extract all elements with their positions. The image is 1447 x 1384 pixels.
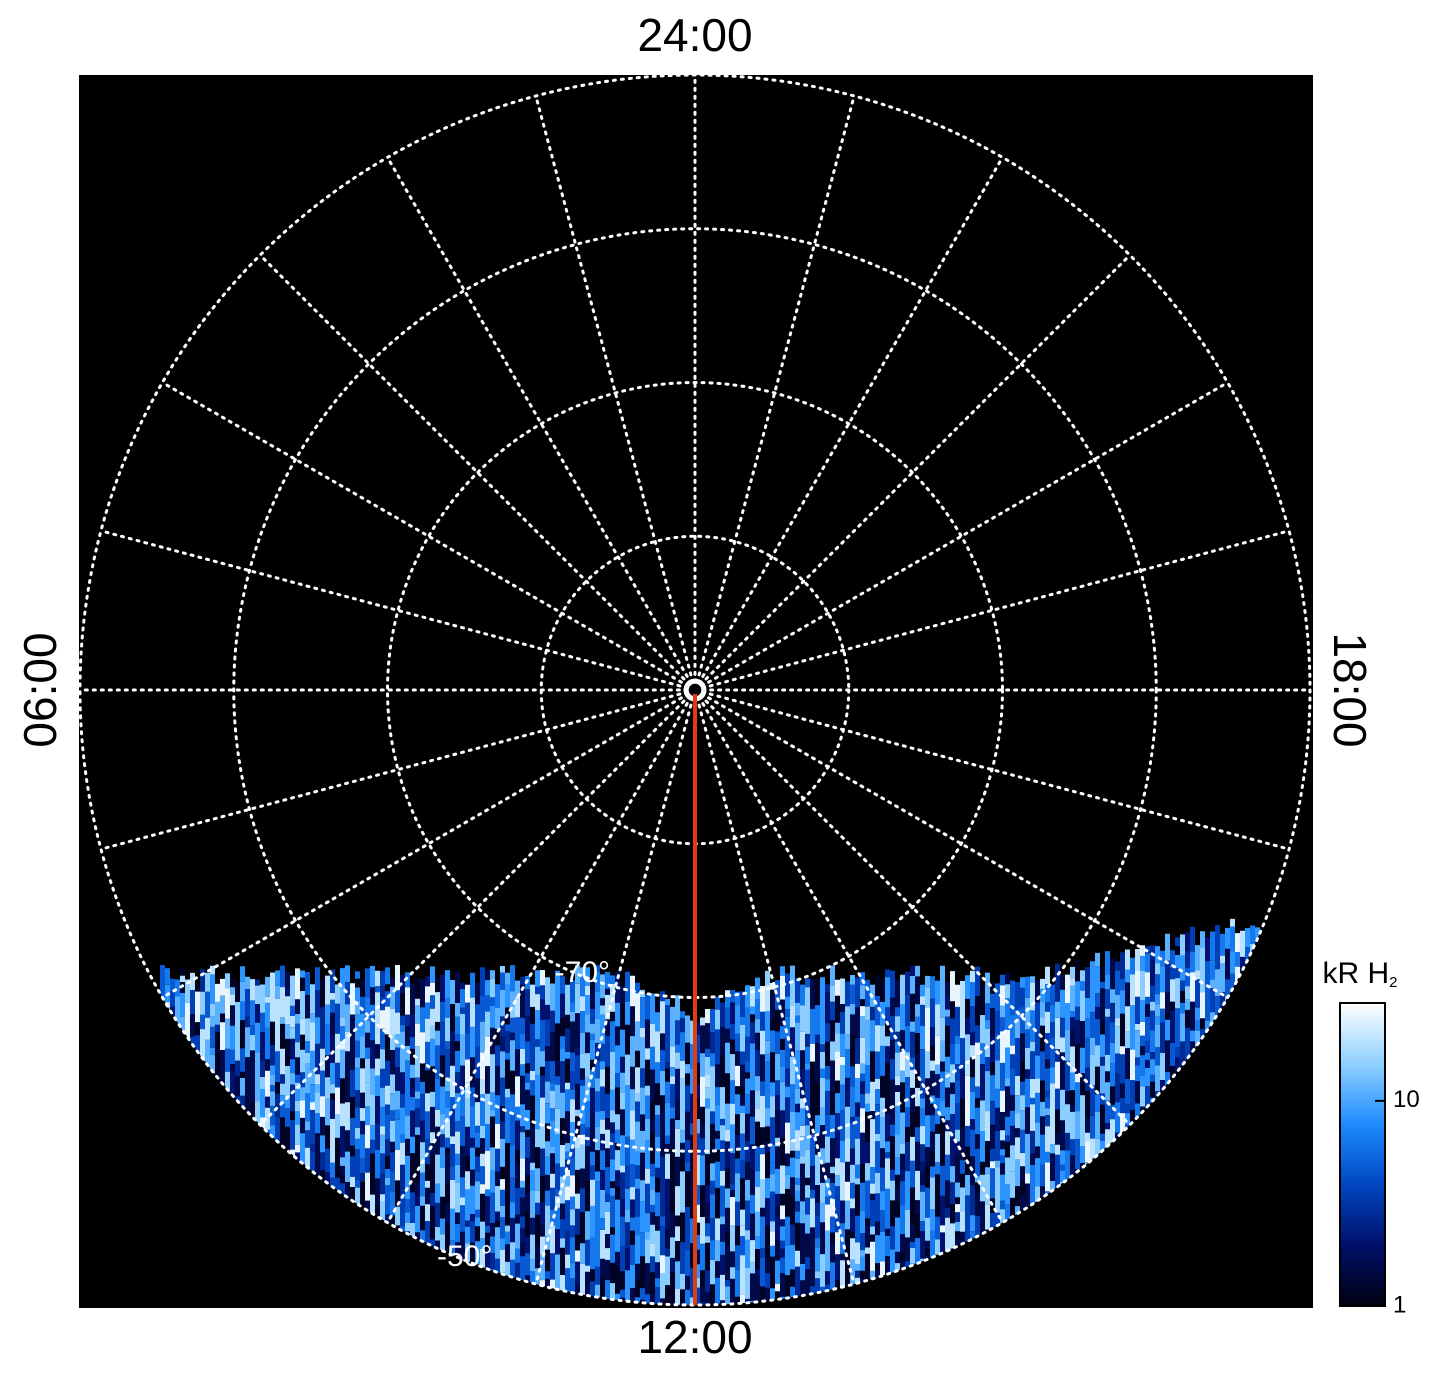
meridian [386,155,693,685]
colorbar-tick-label: 10 [1393,1086,1420,1113]
meridian [160,692,690,999]
meridian [386,695,693,1225]
meridian [698,253,1132,687]
meridian [99,690,690,851]
colorbar-label-sub: 2 [1389,974,1397,991]
colorbar [1339,1002,1386,1307]
meridian [258,253,692,687]
local-time-label: 12:00 [637,1311,752,1363]
latitude-ring [78,73,1312,1307]
meridian [700,690,1291,851]
colorbar-label: kR H2 [1322,957,1397,991]
emission-texture [170,933,1240,1305]
latitude-label: -70° [555,956,610,989]
emission-texture [160,918,1260,1305]
meridian [99,529,690,690]
meridian [697,155,1004,685]
local-time-label: 18:00 [1324,632,1376,747]
emission-texture [160,925,1255,1305]
meridian [695,695,856,1286]
meridian [698,693,1132,1127]
colorbar-tick-label: 1 [1393,1291,1406,1318]
meridian [258,693,692,1127]
emission-texture [160,947,1260,1305]
meridian [700,529,1291,690]
latitude-label: -50° [437,1240,492,1273]
colorbar-label-text: kR H [1322,957,1389,990]
meridian [160,381,690,688]
meridian [700,381,1230,688]
meridian [695,94,856,685]
latitude-ring [232,227,1158,1153]
meridian [700,692,1230,999]
grid [78,73,1312,1307]
meridian [697,695,1004,1225]
meridian [534,94,695,685]
local-time-label: 06:00 [14,632,66,747]
meridian [534,695,695,1286]
local-time-label: 24:00 [637,9,752,61]
emission-texture [160,934,1260,1305]
